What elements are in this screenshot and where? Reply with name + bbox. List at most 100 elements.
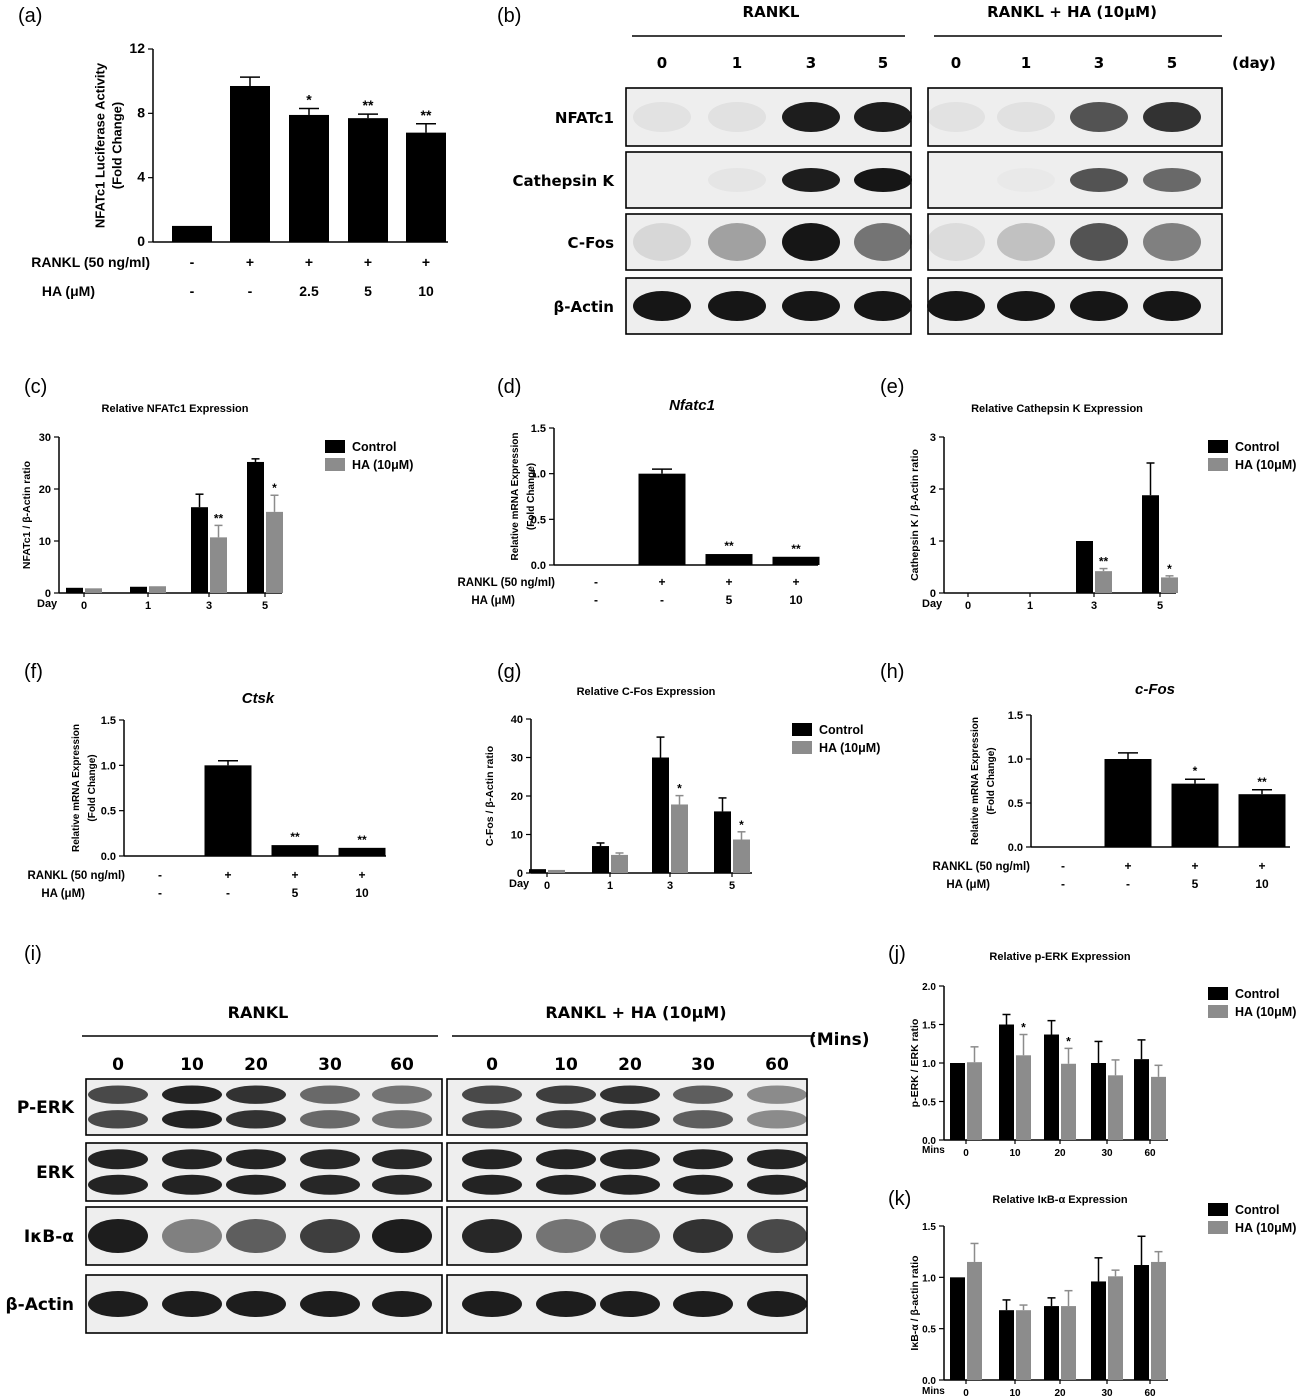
bar-control: [191, 507, 208, 593]
condition-value: +: [725, 575, 732, 589]
protein-band: [1143, 102, 1201, 132]
protein-band: [1070, 291, 1128, 321]
protein-band: [1070, 223, 1128, 261]
bar-ha: [967, 1062, 982, 1140]
x-tick-label: 20: [1054, 1148, 1066, 1159]
bar: [1238, 794, 1286, 847]
y-axis-label: (Fold Change): [526, 463, 537, 530]
protein-band: [372, 1149, 432, 1170]
y-tick-label: 1.5: [922, 1021, 936, 1032]
condition-value: 10: [418, 283, 434, 299]
y-axis-label: C-Fos / β-Actin ratio: [484, 746, 496, 846]
x-tick-label: 0: [81, 600, 87, 612]
y-tick-label: 0.5: [101, 806, 116, 818]
protein-band: [854, 168, 912, 192]
bar-ha: [85, 588, 102, 593]
y-tick-label: 0.0: [101, 851, 116, 863]
protein-band: [88, 1110, 148, 1129]
bar-ha: [611, 854, 628, 873]
protein-band: [226, 1085, 286, 1104]
condition-value: -: [158, 868, 162, 882]
protein-band: [997, 291, 1055, 321]
lane-label: 3: [806, 54, 816, 72]
bar: [1171, 783, 1219, 847]
lane-label: 1: [1021, 54, 1031, 72]
protein-band: [226, 1219, 286, 1253]
y-tick-label: 1.0: [922, 1059, 936, 1070]
chart-a: 0 4 8 12 NFATc1 Luciferase Activity (Fold Cha…: [31, 40, 448, 299]
protein-band: [88, 1291, 148, 1317]
chart-d: Nfatc1 0.0 0.5 1.0 1.5 Relative mRNA Expressi…: [457, 397, 820, 607]
protein-band: [372, 1174, 432, 1195]
y-tick-label: 0: [45, 588, 51, 600]
protein-band: [673, 1291, 733, 1317]
protein-band: [162, 1149, 222, 1170]
condition-value: 5: [726, 593, 733, 607]
bar: [1104, 759, 1152, 847]
bar-control: [652, 757, 669, 873]
condition-value: -: [190, 254, 195, 270]
x-axis-label: Mins: [922, 1145, 945, 1156]
protein-label: Cathepsin K: [513, 172, 616, 190]
bar-control: [714, 811, 731, 873]
significance-star: *: [1167, 562, 1172, 576]
bar-control: [130, 586, 147, 593]
significance-star: **: [1099, 555, 1109, 569]
condition-value: 5: [292, 886, 299, 900]
protein-band: [600, 1174, 660, 1195]
protein-band: [1143, 291, 1201, 321]
significance-star: *: [1193, 764, 1198, 778]
bar-control: [1091, 1063, 1106, 1140]
protein-band: [536, 1174, 596, 1195]
protein-label: P-ERK: [17, 1098, 75, 1118]
protein-band: [708, 168, 766, 192]
y-axis-label: Relative mRNA Expression: [510, 432, 521, 560]
bar-ha: [1151, 1076, 1166, 1140]
bar-ha: [149, 586, 166, 593]
protein-band: [536, 1110, 596, 1129]
legend-swatch-ha: [1208, 1005, 1228, 1018]
chart-e: Relative Cathepsin K Expression 0 1 2 3 Cathe…: [909, 403, 1296, 612]
protein-band: [372, 1110, 432, 1129]
western-blot-b: RANKL RANKL + HA (10μM) 0 1 3 5 0 1 3 5 (day) NFATc…: [513, 3, 1276, 335]
group-label: RANKL: [228, 1003, 289, 1022]
protein-band: [462, 1291, 522, 1317]
y-axis-label: (Fold Change): [110, 102, 125, 189]
bar-ha: [1108, 1075, 1123, 1140]
y-axis-label: Relative mRNA Expression: [71, 724, 82, 852]
protein-band: [1070, 168, 1128, 192]
group-label: RANKL: [743, 3, 800, 21]
condition-value: 5: [364, 283, 372, 299]
y-tick-label: 1.0: [922, 1273, 936, 1284]
protein-band: [854, 223, 912, 261]
bar-control: [1076, 541, 1093, 593]
protein-band: [633, 223, 691, 261]
protein-band: [1143, 223, 1201, 261]
bar: [705, 554, 753, 565]
panel-label-d: (d): [497, 376, 521, 398]
legend-label-ha: HA (10μM): [1235, 1005, 1296, 1019]
bar-control: [999, 1310, 1014, 1380]
y-tick-label: 1.0: [531, 469, 546, 481]
x-axis-label: Day: [509, 878, 530, 890]
bar-control: [1044, 1306, 1059, 1380]
bar-ha: [1016, 1310, 1031, 1380]
lane-label: 0: [951, 54, 961, 72]
y-tick-label: 0: [137, 233, 145, 249]
condition-value: +: [305, 254, 313, 270]
protein-band: [927, 223, 985, 261]
lane-label: 60: [765, 1055, 789, 1075]
protein-label: IκB-α: [24, 1227, 74, 1247]
y-tick-label: 0.0: [922, 1376, 936, 1387]
y-tick-label: 0.5: [1008, 798, 1023, 810]
condition-value: -: [594, 593, 598, 607]
protein-band: [462, 1149, 522, 1170]
bar-ha: [1061, 1306, 1076, 1380]
lane-label: 60: [390, 1055, 414, 1075]
protein-band: [600, 1110, 660, 1129]
bar: [172, 225, 212, 242]
protein-band: [536, 1291, 596, 1317]
condition-label: HA (μM): [42, 283, 95, 299]
chart-title: Relative C-Fos Expression: [577, 686, 716, 698]
y-tick-label: 0.5: [922, 1098, 936, 1109]
